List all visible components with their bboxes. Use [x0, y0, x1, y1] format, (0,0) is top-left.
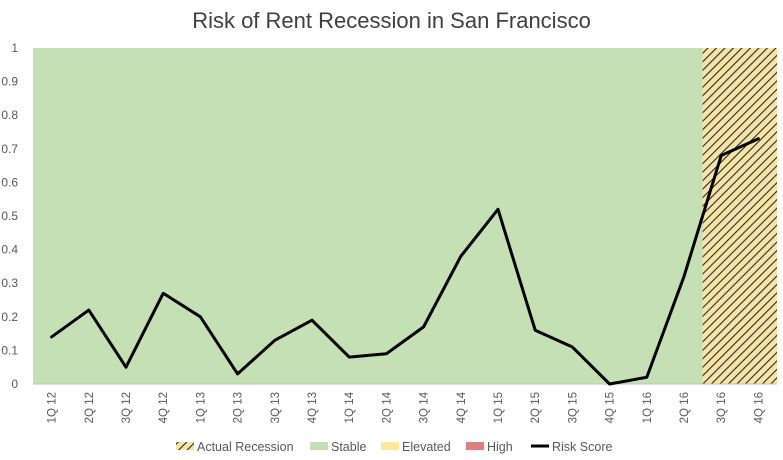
legend-label-stable: Stable [331, 440, 366, 454]
x-tick-label: 3Q 16 [716, 392, 728, 423]
x-tick-label: 1Q 12 [47, 392, 59, 423]
legend-swatch-stable [310, 442, 328, 450]
x-tick-label: 4Q 13 [307, 392, 319, 423]
y-tick-label: 1 [11, 41, 18, 55]
series-line-risk-score [50, 137, 760, 386]
x-tick-label: 4Q 15 [605, 392, 617, 423]
x-tick-label: 1Q 16 [642, 392, 654, 423]
y-tick-label: 0.4 [1, 243, 18, 257]
x-tick-label: 3Q 12 [121, 392, 133, 423]
x-tick-label: 3Q 14 [419, 391, 431, 423]
x-tick-label: 1Q 14 [344, 391, 356, 423]
y-tick-label: 0.8 [1, 108, 18, 122]
background-regions [33, 48, 777, 384]
x-tick-label: 2Q 13 [233, 392, 245, 423]
region-actual-recession [702, 48, 777, 384]
x-tick-label: 2Q 15 [530, 392, 542, 423]
y-tick-label: 0.2 [1, 310, 18, 324]
legend-label-high: High [487, 440, 513, 454]
x-tick-label: 4Q 14 [456, 391, 468, 423]
series-lines [50, 137, 760, 386]
x-axis: 1Q 12 2Q 12 3Q 12 4Q 12 1Q 13 2Q 13 3Q 13 4Q 13… [33, 383, 777, 423]
legend-label-actual-recession: Actual Recession [197, 440, 294, 454]
x-tick-label: 2Q 16 [679, 392, 691, 423]
legend-label-elevated: Elevated [402, 440, 451, 454]
y-axis: 0 0.1 0.2 0.3 0.4 0.5 0.6 0.7 0.8 0.9 1 [1, 41, 18, 391]
x-tick-label: 2Q 12 [84, 392, 96, 423]
x-tick-label: 4Q 16 [753, 392, 765, 423]
y-tick-label: 0.3 [1, 276, 18, 290]
y-tick-label: 0.1 [1, 343, 18, 357]
x-tick-label: 2Q 14 [381, 391, 393, 423]
y-tick-label: 0.7 [1, 142, 18, 156]
legend-swatch-elevated [381, 442, 399, 450]
y-tick-label: 0 [11, 377, 18, 391]
chart-title: Risk of Rent Recession in San Francisco [192, 8, 591, 33]
x-tick-label: 3Q 15 [567, 392, 579, 423]
legend-label-risk-score: Risk Score [552, 440, 612, 454]
legend: Actual Recession Stable Elevated High Risk S… [176, 440, 612, 454]
region-stable [33, 48, 703, 384]
x-tick-label: 1Q 13 [195, 392, 207, 423]
x-tick-label: 1Q 15 [493, 392, 505, 423]
legend-swatch-high [466, 442, 484, 450]
x-tick-label: 4Q 12 [158, 392, 170, 423]
legend-swatch-actual-recession [176, 442, 194, 450]
y-tick-label: 0.5 [1, 209, 18, 223]
y-tick-label: 0.6 [1, 175, 18, 189]
x-tick-label: 3Q 13 [270, 392, 282, 423]
y-tick-label: 0.9 [1, 75, 18, 89]
